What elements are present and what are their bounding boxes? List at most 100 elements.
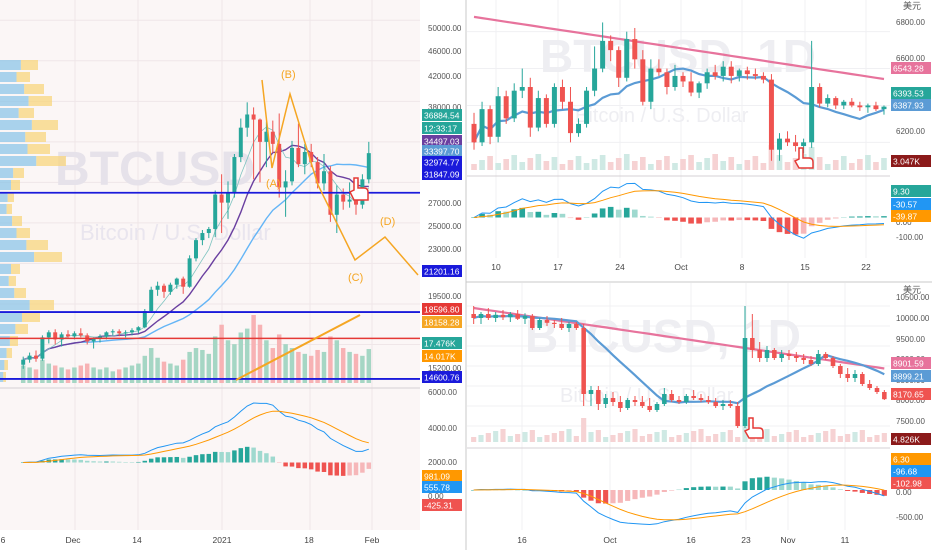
wave-label-b: (B) (281, 69, 296, 81)
tr-volume-bar (471, 164, 477, 170)
left-volume-bar (91, 367, 96, 383)
volume-profile-bar-down (13, 168, 24, 178)
left-macd-hist-bar (116, 461, 122, 463)
br-macd-hist-bar (669, 490, 675, 491)
tr-price-badge: 6393.53 (893, 89, 924, 99)
br-price-badge: 6.30 (893, 455, 910, 465)
tr-candle-body (849, 101, 855, 106)
tr-volume-bar (495, 163, 501, 170)
tr-volume-bar (503, 159, 509, 170)
volume-profile-bar-down (12, 216, 22, 226)
left-macd-hist-bar (110, 461, 116, 463)
left-volume-bar (187, 351, 192, 383)
left-macd-hist-bar (296, 462, 301, 469)
br-macd-hist-bar (676, 489, 682, 491)
br-volume-bar (852, 432, 858, 442)
left-volume-bar (219, 324, 224, 383)
br-volume-bar (691, 431, 697, 442)
left-macd-hist-bar (257, 450, 263, 463)
tr-price-badge-bg (891, 198, 931, 210)
left-volume-bar (104, 367, 109, 383)
br-macd-hist-bar (588, 490, 594, 501)
br-time-axis: 16 Oct 16 23 Nov 11 (467, 530, 932, 550)
tr-time-label: 8 (740, 262, 745, 272)
br-macd-hist-bar (874, 490, 880, 495)
br-volume-bar (595, 430, 601, 442)
left-candle-body (219, 194, 224, 203)
left-volume-bar (40, 359, 45, 383)
left-candle-body (270, 131, 275, 144)
tr-price-badge-bg (891, 99, 931, 111)
br-volume-bar (823, 431, 829, 442)
left-price-badge: 12:33:17 (424, 124, 457, 134)
left-volume-bar (283, 344, 288, 383)
left-price-badge: 32974.77 (424, 158, 460, 168)
left-macd-hist-bar (366, 462, 372, 469)
left-candle-body (322, 171, 326, 184)
br-macd-hist-bar (720, 486, 726, 490)
volume-profile-bar-up (0, 96, 29, 106)
left-volume-bar (110, 371, 116, 383)
br-price-badge: -96.68 (893, 467, 917, 477)
tr-time-label: 22 (861, 262, 871, 272)
left-macd-hist-bar (104, 461, 109, 463)
left-candle-body (296, 147, 301, 165)
tr-price-badge-bg (891, 87, 931, 99)
left-volume-bar (123, 367, 128, 383)
br-volume-bar (881, 433, 887, 442)
tr-macd-hist-bar (583, 217, 590, 218)
left-candle-body (21, 359, 26, 365)
tr-volume-bar (840, 156, 847, 170)
left-volume-bar (328, 336, 333, 383)
br-candle-body (478, 314, 484, 318)
left-macd-hist-bar (193, 455, 199, 463)
tr-time-label: 17 (553, 262, 563, 272)
tr-macd-hist-bar (527, 212, 534, 218)
left-price-badge-bg (422, 303, 462, 315)
left-volume-bar (116, 369, 122, 383)
br-candle-body (610, 398, 616, 402)
tr-candle-body (632, 39, 638, 60)
tr-macd-hist-bar (511, 209, 518, 218)
volume-profile-bar-up (0, 144, 28, 154)
left-macd-hist-bar (270, 456, 276, 463)
left-volume-bar (347, 351, 352, 383)
left-volume-bar (72, 367, 77, 383)
tr-macd-hist-bar (800, 217, 807, 234)
tr-candle-body (535, 98, 541, 128)
left-candle-body (334, 194, 339, 215)
tr-macd-hist-bar (808, 217, 815, 227)
tr-candle-body (503, 96, 509, 119)
left-macd-hist-bar (59, 459, 64, 463)
left-macd-hist-bar (97, 461, 103, 463)
left-candle-body (245, 114, 250, 128)
tr-signal-line (473, 190, 885, 227)
tr-macd-hist-bar (680, 217, 686, 222)
br-candle-body (508, 314, 513, 318)
tr-currency-label: 美元 (903, 0, 921, 11)
br-candle-body (874, 388, 880, 392)
left-price-badge: 17.476K (424, 339, 456, 349)
tr-macd-hist-bar (728, 217, 735, 221)
tr-candle-body (543, 98, 549, 124)
tr-candle-body (600, 40, 606, 69)
left-macd-hist-bar (129, 462, 135, 463)
br-candle-body (845, 374, 850, 378)
tr-ma-pink (473, 15, 885, 81)
br-macd-hist-bar (683, 488, 689, 490)
volume-profile-bar-down (18, 108, 34, 118)
tr-volume-bar (824, 164, 831, 170)
tr-candle-body (664, 72, 670, 87)
left-price-badge-bg (422, 316, 462, 328)
tr-volume-bar (784, 162, 791, 170)
tr-ma-blue (473, 67, 885, 143)
left-price-badge-bg (422, 470, 462, 482)
br-macd-hist-bar (779, 478, 785, 490)
br-candle-body (603, 398, 608, 404)
left-macd-hist-bar (347, 462, 352, 476)
left-volume-bar (136, 363, 141, 383)
br-volume-bar (698, 429, 704, 442)
br-macd-hist-bar (639, 490, 645, 498)
br-volume-bar (661, 430, 667, 442)
br-volume-bar (500, 429, 506, 442)
